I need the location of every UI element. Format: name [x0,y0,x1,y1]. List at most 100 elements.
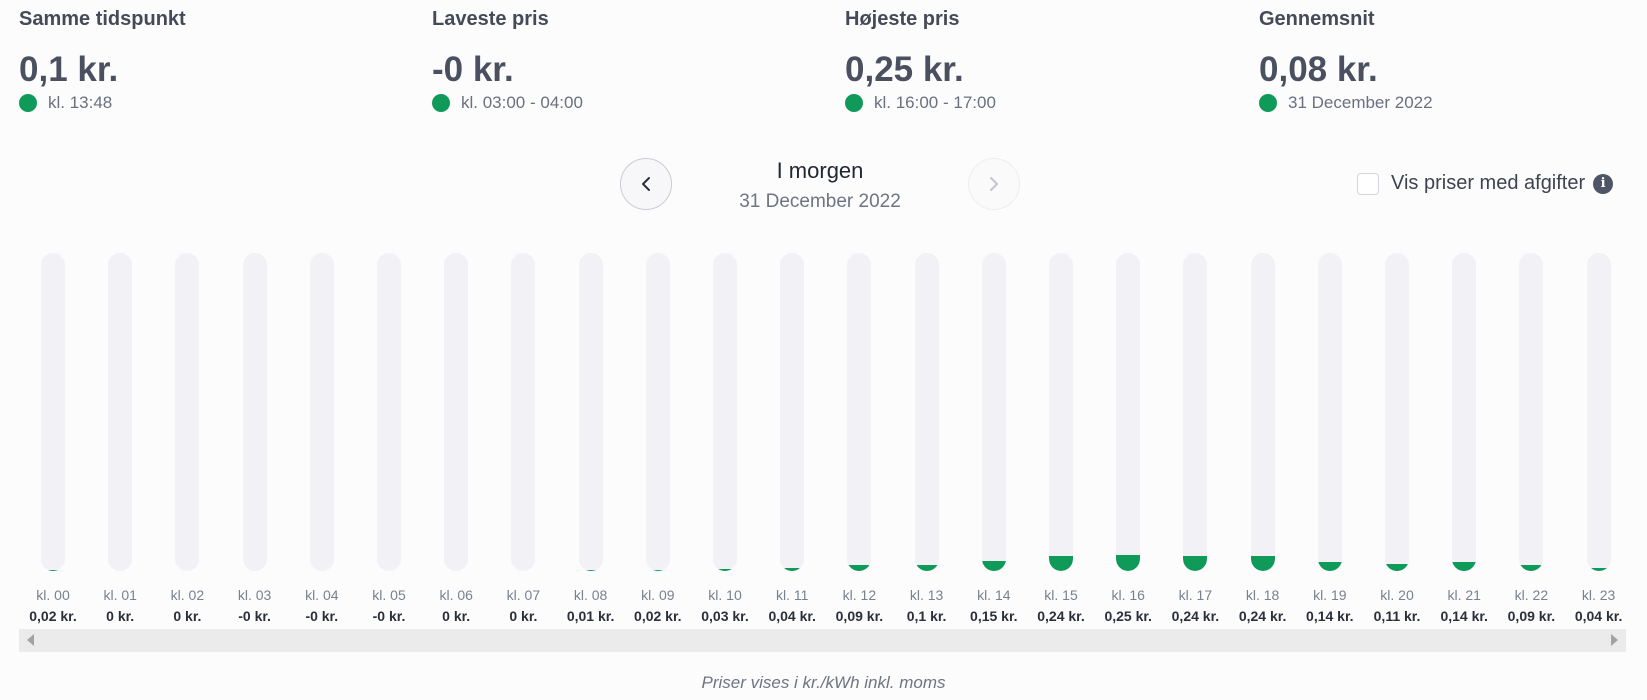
horizontal-scrollbar[interactable] [19,629,1626,652]
stat-sub: kl. 16:00 - 17:00 [845,93,996,113]
bar-fill [914,564,939,571]
bar-fill [981,561,1006,571]
bar-track [780,253,805,571]
price-data-label: 0,11 kr. [1373,608,1421,624]
price-data-label: 0,09 kr. [1507,608,1556,624]
stat-sub: kl. 13:48 [19,93,112,113]
stat-label: Højeste pris [845,8,960,30]
hour-tick-label: kl. 19 [1313,587,1347,603]
scroll-left-icon[interactable] [27,634,34,646]
price-data-label: 0,02 kr. [634,608,682,624]
bar-track [713,253,737,571]
status-dot-icon [1259,94,1277,112]
price-data-label: -0 kr. [372,608,406,624]
bar-fill [847,565,872,571]
hour-tick-label: kl. 05 [372,587,406,603]
bar-track [914,253,939,571]
scroll-right-icon[interactable] [1611,634,1618,646]
bar-fill [1250,555,1275,571]
stat-label: Samme tidspunkt [19,8,186,30]
tax-checkbox[interactable] [1357,172,1379,195]
hour-tick-label: kl. 16 [1111,587,1145,603]
stat-value: 0,25 kr. [845,50,964,89]
hour-tick-label: kl. 10 [708,587,742,603]
bar-track [1049,253,1073,571]
hour-tick-label: kl. 07 [506,587,541,603]
bar-fill [645,569,670,571]
price-data-label: 0,04 kr. [1574,608,1623,624]
bar-track [1452,253,1477,571]
info-icon[interactable]: i [1593,173,1614,194]
price-data-label: 0 kr. [509,608,538,624]
bar-fill [780,568,805,571]
hour-tick-label: kl. 13 [909,587,944,603]
bar-fill [713,569,737,571]
price-data-label: 0 kr. [106,608,135,624]
price-data-label: 0,24 kr. [1238,608,1287,624]
status-dot-icon [19,94,37,112]
price-data-label: 0,03 kr. [701,608,749,624]
bar-track [108,253,133,571]
price-data-label: 0,01 kr. [566,608,615,624]
hour-tick-label: kl. 12 [842,587,877,603]
hour-tick-label: kl. 23 [1581,587,1616,603]
price-data-label: -0 kr. [305,608,339,624]
bar-fill [1317,562,1342,571]
hour-tick-label: kl. 18 [1245,587,1280,603]
bar-track [444,253,469,571]
hour-tick-label: kl. 08 [573,587,608,603]
prev-day-button[interactable] [620,158,672,210]
stat-sub-text: kl. 16:00 - 17:00 [874,93,996,112]
bar-fill [578,569,603,571]
bar-fill [41,569,65,571]
footer-note: Priser vises i kr./kWh inkl. moms [701,673,946,692]
hour-tick-label: kl. 21 [1447,587,1481,603]
bar-track [645,253,670,571]
stat-sub-text: 31 December 2022 [1288,93,1433,112]
hour-tick-label: kl. 20 [1380,587,1414,603]
hour-tick-label: kl. 00 [36,587,70,603]
stats-row: Samme tidspunkt 0,1 kr. kl. 13:48 Lavest… [19,0,1647,120]
bar-fill [1049,555,1073,571]
price-data-label: 0,02 kr. [29,608,77,624]
bar-track [847,253,872,571]
bar-fill [1183,555,1208,571]
bar-track [309,253,334,571]
bar-track [1250,253,1275,571]
price-data-label: 0 kr. [442,608,471,624]
stat-sub: 31 December 2022 [1259,93,1433,113]
stat-label: Laveste pris [432,8,549,30]
price-data-label: 0,15 kr. [970,608,1018,624]
price-data-label: 0,24 kr. [1171,608,1220,624]
tax-toggle-label[interactable]: Vis priser med afgifter [1391,172,1586,194]
price-data-label: 0 kr. [173,608,202,624]
hour-tick-label: kl. 15 [1044,587,1078,603]
price-data-label: 0,04 kr. [768,608,816,624]
status-dot-icon [845,94,863,112]
hour-tick-label: kl. 01 [103,587,137,603]
stat-value: -0 kr. [432,50,514,89]
stat-label: Gennemsnit [1259,8,1375,30]
price-data-label: -0 kr. [238,608,271,624]
next-day-button[interactable] [968,158,1020,210]
bar-fill [1586,568,1611,571]
hour-tick-label: kl. 14 [977,587,1011,603]
hour-tick-label: kl. 09 [641,587,675,603]
bar-track [1586,253,1611,571]
bar-track [175,253,200,571]
tax-toggle[interactable]: Vis priser med afgifter i [1357,172,1614,195]
price-data-label: 0,09 kr. [835,608,884,624]
bar-track [1116,253,1141,571]
bar-track [242,253,267,571]
stat-sub-text: kl. 03:00 - 04:00 [461,93,583,112]
chevron-left-icon [642,177,650,191]
bar-track [41,253,65,571]
bar-track [981,253,1006,571]
bar-track [1385,253,1409,571]
bar-track [377,253,401,571]
price-data-label: 0,14 kr. [1440,608,1488,624]
bar-track [511,253,536,571]
hour-tick-label: kl. 22 [1514,587,1549,603]
stat-value: 0,1 kr. [19,50,119,89]
stat-sub: kl. 03:00 - 04:00 [432,93,583,113]
